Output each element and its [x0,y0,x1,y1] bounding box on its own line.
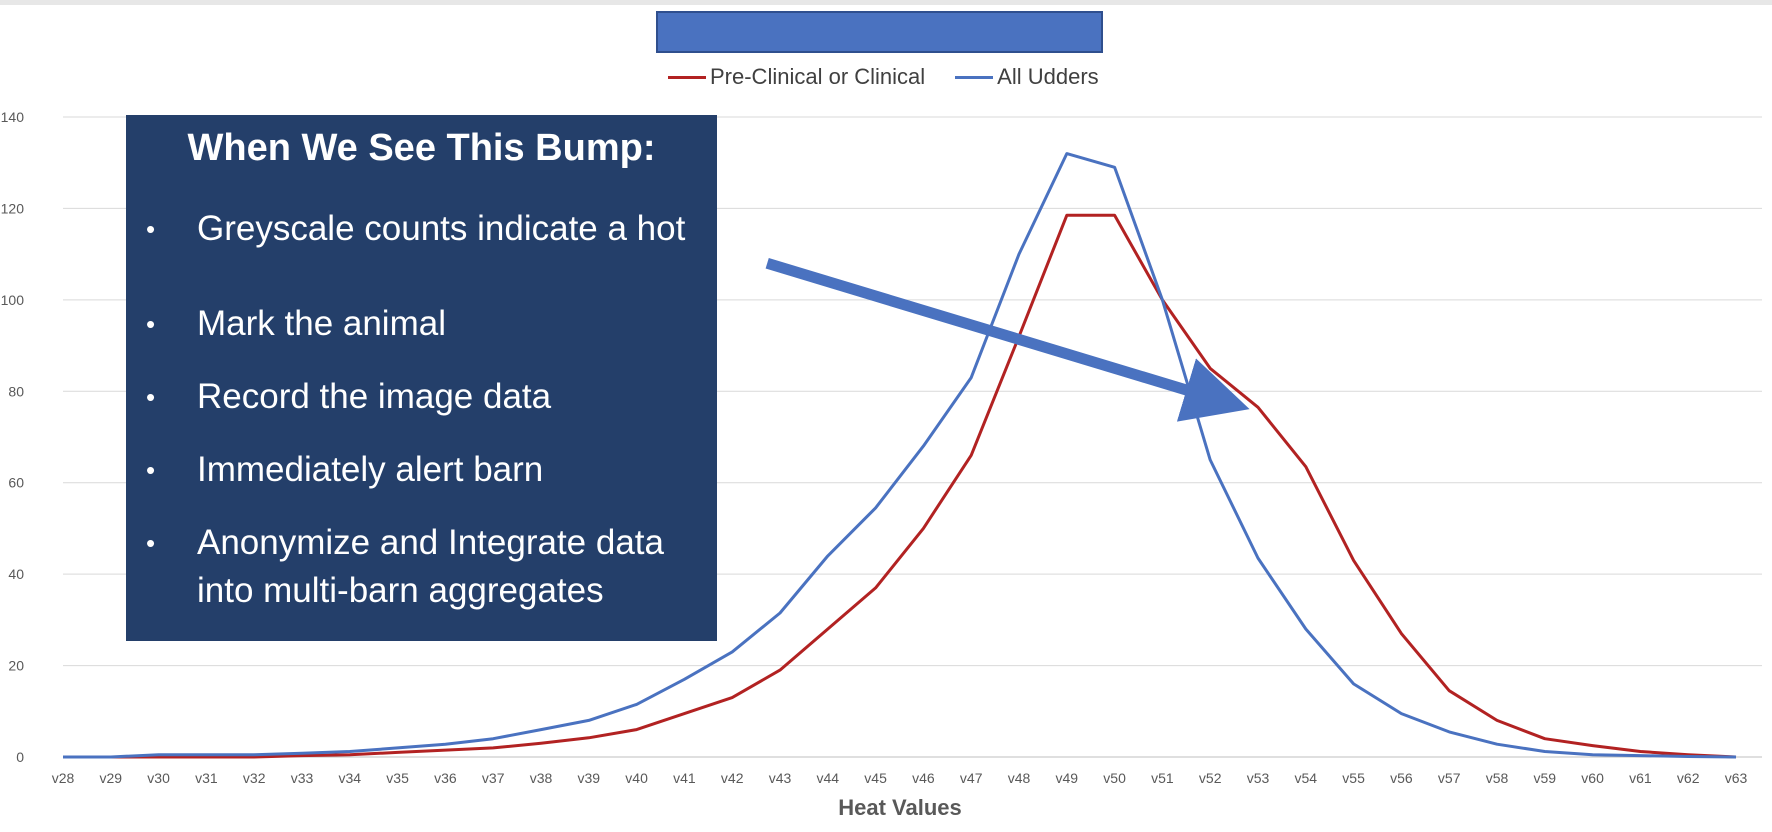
x-tick-label: v35 [386,770,409,786]
x-tick-label: v41 [673,770,696,786]
x-tick-label: v38 [530,770,553,786]
x-tick-label: v57 [1438,770,1461,786]
legend-item-all-udders: All Udders [955,64,1099,90]
x-tick-label: v53 [1247,770,1270,786]
y-axis-ticks: 0 20 40 60 80 100 120 140 [1,109,25,765]
x-tick-label: v49 [1056,770,1079,786]
x-tick-label: v29 [100,770,123,786]
x-tick-label: v50 [1103,770,1126,786]
y-tick-label: 0 [16,749,24,765]
series-lines [63,152,1737,759]
callout-bullet-text: Mark the animal [197,304,446,343]
x-tick-label: v37 [482,770,505,786]
x-tick-label: v34 [339,770,362,786]
top-strip [0,0,1772,5]
x-tick-label: v59 [1534,770,1557,786]
x-tick-label: v45 [864,770,887,786]
y-tick-label: 20 [8,658,24,674]
callout-bullet-text: Anonymize and Integrate data into multi-… [197,523,664,610]
bullet-dot-icon: • [146,214,156,244]
x-tick-label: v63 [1725,770,1748,786]
y-tick-label: 40 [8,566,24,582]
x-tick-label: v54 [1295,770,1318,786]
callout-bullet-text: Record the image data [197,377,552,416]
x-tick-label: v55 [1342,770,1365,786]
y-tick-label: 80 [8,383,24,399]
callout-bullet-text: Immediately alert barn [197,450,544,489]
x-tick-label: v28 [52,770,75,786]
x-tick-label: v44 [817,770,840,786]
callout-box: When We See This Bump: • Greyscale count… [126,115,717,641]
x-tick-label: v47 [960,770,983,786]
legend-swatch-clinical [668,75,706,79]
x-tick-label: v33 [291,770,314,786]
callout-bullet-text: Greyscale counts indicate a hot [197,209,686,248]
x-tick-label: v40 [625,770,648,786]
legend-label-clinical: Pre-Clinical or Clinical [710,64,926,89]
bullet-dot-icon: • [146,382,156,412]
bullet-dot-icon: • [146,309,156,339]
x-tick-label: v62 [1677,770,1700,786]
x-tick-label: v36 [434,770,457,786]
x-tick-label: v30 [147,770,170,786]
legend-swatch-all-udders [955,75,994,79]
x-tick-label: v61 [1629,770,1652,786]
series-line-clinical [63,213,1737,759]
y-tick-label: 60 [8,475,24,491]
x-tick-label: v42 [721,770,744,786]
series-line-all-udders [63,152,1737,759]
chart-title-bar [656,11,1103,53]
legend-label-all-udders: All Udders [997,64,1099,89]
x-axis-label: Heat Values [838,795,962,820]
x-tick-label: v56 [1390,770,1413,786]
x-tick-label: v51 [1151,770,1174,786]
callout-title: When We See This Bump: [187,127,656,169]
x-tick-label: v52 [1199,770,1222,786]
y-tick-label: 120 [1,200,25,216]
x-tick-label: v58 [1486,770,1509,786]
bullet-dot-icon: • [146,528,156,558]
x-tick-label: v48 [1008,770,1031,786]
y-tick-label: 100 [1,292,25,308]
x-tick-label: v32 [243,770,266,786]
x-tick-label: v60 [1581,770,1604,786]
annotation-arrow [765,258,1250,422]
chart-legend: Pre-Clinical or Clinical All Udders [668,63,1099,91]
y-tick-label: 140 [1,109,25,125]
x-tick-label: v46 [912,770,935,786]
x-tick-label: v43 [769,770,792,786]
legend-item-clinical: Pre-Clinical or Clinical [668,64,925,90]
x-axis-ticks: v28 v29 v30 v31 v32 v33 v34 v35 v36 v37 v38 v39 v40 v… [52,770,1748,786]
x-tick-label: v39 [578,770,601,786]
x-tick-label: v31 [195,770,218,786]
bullet-dot-icon: • [146,455,156,485]
